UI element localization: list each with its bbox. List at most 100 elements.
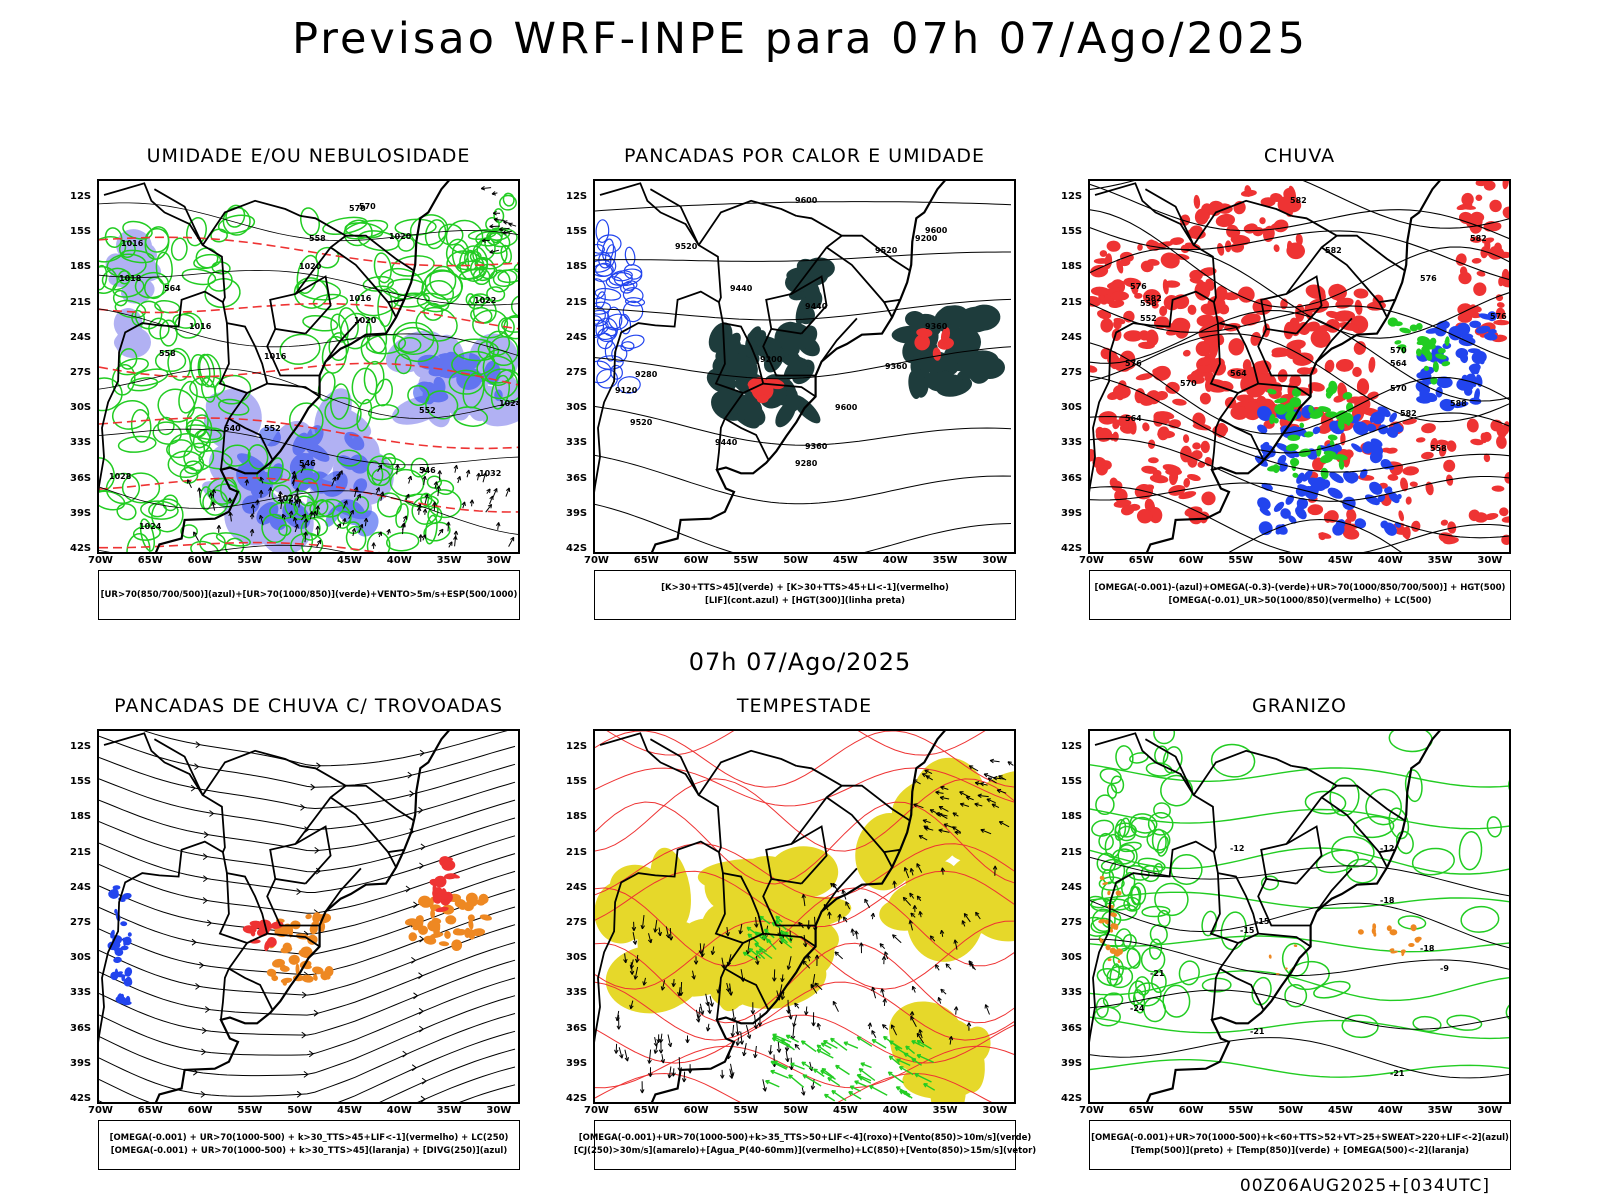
wind-vector [304,531,307,543]
field-patch [1292,472,1299,478]
border-line [697,749,797,796]
wind-vector-head [338,470,343,475]
border-line [266,878,320,927]
lat-tick-label: 24S [70,881,92,893]
border-line [595,290,720,493]
field-patch [1285,443,1299,452]
field-patch [1260,875,1280,891]
wind-vector-head [707,1009,712,1014]
contour-line [595,1072,992,1102]
wind-vector-head [870,912,876,918]
contour-label: 576 [1130,282,1147,291]
wind-vector-head [422,508,428,513]
wind-vector [949,1036,952,1045]
wind-vector [838,914,841,923]
field-patch [1275,524,1288,535]
streamline-arrow [191,938,197,946]
legend-line: [Temp(500)](preto) + [Temp(850)](verde) … [1130,1146,1470,1156]
lat-tick-label: 27S [566,367,588,378]
wind-vector-head [469,499,475,504]
run-timestamp: 00Z06AUG2025+[034UTC] [1239,1176,1490,1196]
field-patch [249,920,263,927]
wind-vector-head [685,1039,690,1044]
lif-blue [595,219,646,394]
lat-tick-label: 27S [70,367,92,378]
field-patch [1090,264,1109,278]
streamlines [99,731,516,1102]
field-patch [1187,454,1198,468]
field-patch [1273,417,1279,424]
field-patch [1228,338,1245,356]
border-line [1258,382,1312,398]
field-patch [1461,192,1474,207]
field-patch [105,472,141,504]
wind-vector [730,1063,734,1077]
wind-vector-head [780,995,786,1000]
wind-vector-head [315,525,321,530]
wind-vector [252,504,255,515]
field-patch [1299,422,1305,428]
field-patch [1327,434,1338,441]
field-patch [1386,925,1392,932]
wind-vector [772,1037,792,1049]
wind-vector [787,956,792,970]
coastline [154,731,450,1102]
lon-tick-label: 55W [733,555,759,566]
contour-label: 564 [1230,369,1247,378]
field-patch [1178,960,1200,986]
field-patch [1274,403,1288,415]
field-patch [186,406,209,438]
wind-vector [922,819,931,824]
border-line [386,848,405,868]
field-patch [1284,983,1308,1008]
lat-tick-label: 15S [1061,776,1083,788]
field-patch [1499,507,1509,517]
contour-label: -18 [1380,896,1395,905]
lon-tick-label: 60W [187,555,213,566]
wind-vector-head [489,495,494,500]
wind-vector [773,1060,788,1069]
wind-vector-head [653,928,658,933]
contour-label: -21 [1150,969,1165,978]
border-line [1260,215,1339,335]
contour-label: -18 [1420,944,1435,953]
panel-title: CHUVA [1263,145,1336,167]
contour-label: 1018 [119,274,142,283]
field-patch [111,399,150,430]
field-patch [1117,361,1136,371]
field-patch [1354,395,1371,413]
wind-vector-head [890,1024,895,1029]
field-patch [336,449,362,467]
wind-vector-head [974,781,980,786]
lon-tick-label: 40W [1377,555,1403,566]
hgt-contour [595,454,1012,505]
field-patch [312,966,324,975]
wind-vector [801,1061,814,1070]
wind-vector [755,956,759,965]
lon-tick-label: 30W [1477,1105,1503,1116]
wind-vector-head [433,481,439,486]
wind-vector-head [259,514,264,520]
wind-vector [913,803,924,809]
wind-vector-head [197,487,202,492]
contour-label: 9280 [635,370,658,379]
wind-vector-head [282,513,287,519]
wind-vector-head [746,926,752,932]
field-patch [1153,802,1171,819]
wind-vector [661,980,666,991]
field-patch [482,349,514,387]
wind-vector-head [789,1066,794,1071]
field-patch [1473,282,1487,296]
wind-vector [669,927,672,941]
wind-vector [298,498,301,508]
field-patch [1129,813,1158,834]
border-line [1192,749,1292,796]
field-patch [499,194,517,211]
thickness-lines [99,236,518,552]
streamline [99,1013,516,1097]
field-patch [1289,374,1302,388]
streamline-arrow [301,1031,307,1039]
wind-vector [780,1039,795,1051]
field-patch [418,925,428,935]
wind-vector-head [249,513,255,518]
